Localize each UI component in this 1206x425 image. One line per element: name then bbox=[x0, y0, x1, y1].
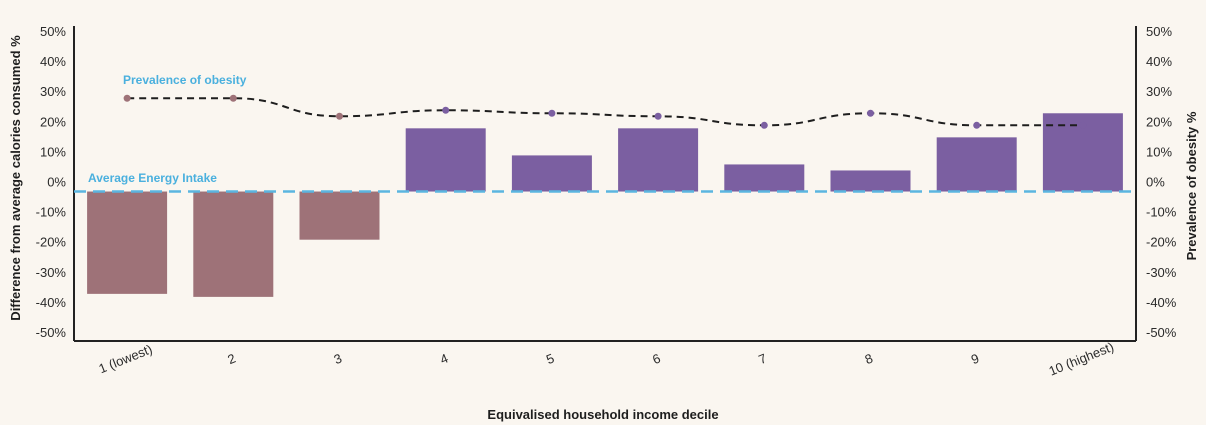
y-tick-label: 0% bbox=[47, 175, 66, 190]
x-tick-label: 2 bbox=[225, 351, 237, 368]
axes bbox=[73, 26, 1137, 342]
y2-tick-label: -10% bbox=[1146, 205, 1177, 220]
y-tick-label: -20% bbox=[36, 235, 67, 250]
x-tick-label: 1 (lowest) bbox=[96, 341, 154, 376]
y-tick-label: -10% bbox=[36, 205, 67, 220]
x-tick-label: 5 bbox=[544, 351, 556, 368]
x-tick-label: 4 bbox=[438, 351, 450, 368]
average-line-label: Average Energy Intake bbox=[88, 171, 217, 185]
y2-tick-label: -20% bbox=[1146, 235, 1177, 250]
bar bbox=[87, 191, 168, 294]
obesity-point bbox=[760, 121, 768, 129]
bars bbox=[87, 113, 1123, 297]
obesity-line-label: Prevalence of obesity bbox=[123, 73, 247, 87]
bar bbox=[511, 155, 592, 192]
obesity-point bbox=[867, 109, 874, 117]
y2-tick-label: -30% bbox=[1146, 265, 1177, 280]
y2-axis-title: Prevalence of obesity % bbox=[1184, 111, 1199, 260]
labels: Difference from average calories consume… bbox=[8, 24, 1199, 422]
y-tick-label: -30% bbox=[36, 265, 67, 280]
bar bbox=[936, 137, 1017, 192]
y-tick-label: 40% bbox=[40, 54, 66, 69]
y2-tick-label: -40% bbox=[1146, 295, 1177, 310]
bar bbox=[618, 128, 699, 192]
y-axis-title: Difference from average calories consume… bbox=[8, 35, 23, 321]
x-tick-label: 10 (highest) bbox=[1047, 339, 1116, 379]
y-tick-label: 10% bbox=[40, 144, 66, 159]
bar bbox=[724, 164, 805, 192]
obesity-point bbox=[336, 112, 343, 120]
obesity-point bbox=[123, 94, 131, 102]
y2-tick-label: 50% bbox=[1146, 24, 1172, 39]
obesity-line bbox=[127, 97, 1083, 127]
x-tick-label: 8 bbox=[863, 351, 875, 368]
obesity-point bbox=[442, 106, 450, 114]
y-tick-label: -40% bbox=[36, 295, 67, 310]
x-tick-label: 7 bbox=[756, 351, 768, 368]
y2-tick-label: 20% bbox=[1146, 114, 1172, 129]
y2-tick-label: 40% bbox=[1146, 54, 1172, 69]
bar bbox=[193, 191, 274, 297]
lines bbox=[74, 94, 1136, 193]
bar bbox=[299, 191, 380, 240]
y-tick-label: 50% bbox=[40, 24, 66, 39]
y2-tick-label: 10% bbox=[1146, 144, 1172, 159]
x-tick-label: 3 bbox=[332, 351, 344, 368]
obesity-point bbox=[654, 112, 662, 120]
bar bbox=[405, 128, 486, 192]
x-tick-label: 9 bbox=[969, 351, 981, 368]
x-axis-title: Equivalised household income decile bbox=[487, 407, 718, 422]
y2-tick-label: 0% bbox=[1146, 175, 1165, 190]
y-tick-label: 30% bbox=[40, 84, 66, 99]
obesity-point bbox=[229, 94, 237, 102]
y-tick-label: 20% bbox=[40, 114, 66, 129]
obesity-point bbox=[548, 109, 556, 117]
x-tick-label: 6 bbox=[650, 351, 662, 368]
obesity-point bbox=[1079, 121, 1087, 129]
y2-tick-label: -50% bbox=[1146, 325, 1177, 340]
y2-tick-label: 30% bbox=[1146, 84, 1172, 99]
y-tick-label: -50% bbox=[36, 325, 67, 340]
bar bbox=[830, 170, 911, 192]
obesity-point bbox=[973, 121, 981, 129]
